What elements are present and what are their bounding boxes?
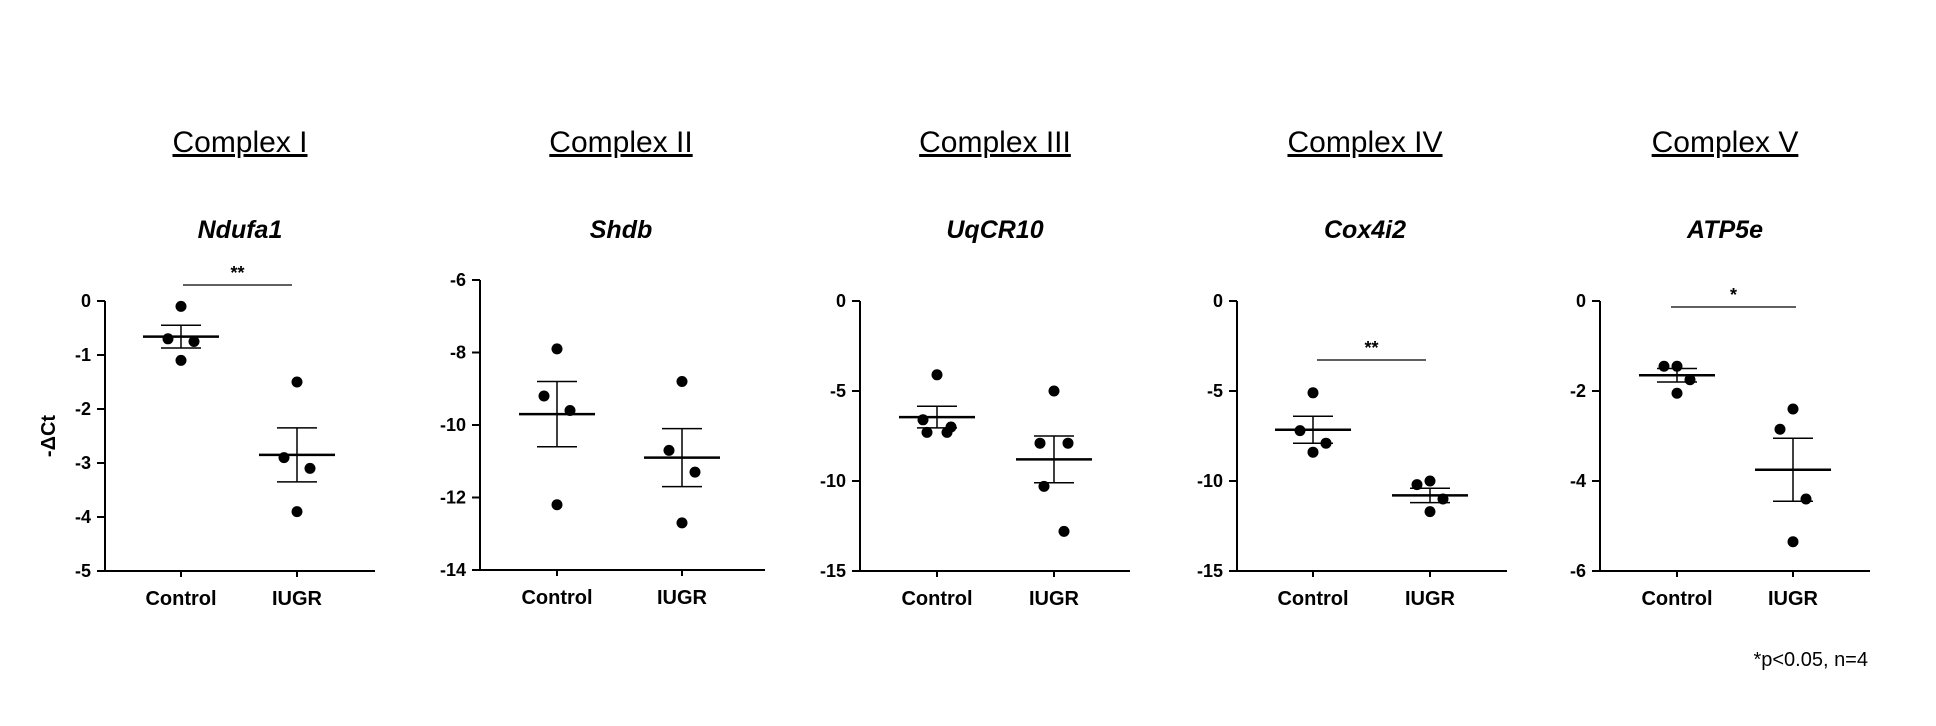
data-point: [1774, 423, 1786, 435]
y-tick-label: -5: [830, 381, 846, 401]
data-point: [941, 426, 953, 438]
y-tick-label: 0: [836, 291, 846, 311]
data-point: [551, 499, 563, 511]
x-tick-label: Control: [1641, 588, 1712, 610]
y-tick-label: -4: [1570, 471, 1586, 491]
data-point: [676, 517, 688, 529]
data-point: [1671, 387, 1683, 399]
data-point: [188, 336, 200, 347]
x-tick-label: Control: [901, 588, 972, 610]
data-point: [1658, 360, 1670, 372]
data-point: [1411, 479, 1423, 491]
y-tick-label: -2: [1570, 381, 1586, 401]
complex-title: Complex IV: [1287, 126, 1442, 159]
data-point: [931, 369, 943, 381]
data-point: [538, 390, 550, 402]
data-point: [1048, 385, 1060, 397]
y-tick-label: -10: [440, 415, 466, 435]
complex-title: Complex I: [172, 126, 307, 159]
data-point: [1307, 387, 1319, 399]
x-tick-label: IUGR: [1405, 588, 1456, 610]
data-point: [175, 300, 187, 312]
y-tick-label: -15: [820, 561, 846, 581]
data-point: [1424, 475, 1436, 487]
data-point: [921, 426, 933, 438]
y-tick-label: -6: [1570, 561, 1586, 581]
y-axis-label: -ΔCt: [38, 415, 60, 457]
y-tick-label: -5: [1207, 381, 1223, 401]
x-tick-label: Control: [1277, 588, 1348, 610]
y-tick-label: -14: [440, 560, 466, 580]
gene-title: Ndufa1: [198, 216, 283, 244]
chart-panel-4: Complex IV Cox4i2 0 -5 -10 -15 Control IUGR **: [1197, 126, 1507, 610]
data-point: [1787, 403, 1799, 415]
y-tick-label: 0: [1213, 291, 1223, 311]
data-point: [162, 333, 174, 345]
data-point: [1038, 480, 1050, 492]
y-tick-label: -3: [75, 453, 91, 473]
data-point: [551, 343, 563, 355]
complex-title: Complex V: [1652, 126, 1799, 159]
y-tick-label: -6: [450, 270, 466, 290]
data-point: [304, 462, 316, 474]
data-point: [1034, 437, 1046, 449]
data-point: [175, 354, 187, 366]
significance-label: **: [1364, 338, 1378, 358]
y-tick-label: 0: [1576, 291, 1586, 311]
x-tick-label: IUGR: [272, 588, 323, 610]
data-point: [1307, 446, 1319, 458]
x-tick-label: IUGR: [657, 587, 708, 609]
complex-title: Complex II: [549, 126, 692, 159]
chart-panel-2: Complex II Shdb -6 -8 -10 -12 -14 Control IUGR: [440, 126, 765, 609]
y-tick-label: -12: [440, 488, 466, 508]
data-point: [1800, 493, 1812, 505]
gene-title: Cox4i2: [1324, 216, 1406, 244]
gene-title: ATP5e: [1686, 216, 1763, 244]
footnote: *p<0.05, n=4: [1753, 649, 1868, 671]
data-point: [1424, 506, 1436, 518]
chart-panel-5: Complex V ATP5e 0 -2 -4 -6 Control IUGR *: [1570, 126, 1870, 610]
y-tick-label: -5: [75, 561, 91, 581]
x-tick-label: IUGR: [1768, 588, 1819, 610]
x-tick-label: Control: [521, 587, 592, 609]
y-tick-label: -10: [820, 471, 846, 491]
significance-label: *: [1730, 285, 1737, 305]
data-point: [1062, 437, 1074, 449]
y-tick-label: 0: [81, 291, 91, 311]
data-point: [663, 444, 675, 456]
data-point: [676, 376, 688, 387]
chart-panel-3: Complex III UqCR10 0 -5 -10 -15 Control IUGR: [820, 126, 1130, 610]
complex-title: Complex III: [919, 126, 1071, 159]
data-point: [291, 506, 303, 518]
x-tick-label: Control: [145, 588, 216, 610]
data-point: [291, 376, 303, 388]
gene-title: UqCR10: [946, 216, 1043, 244]
y-tick-label: -15: [1197, 561, 1223, 581]
y-tick-label: -2: [75, 399, 91, 419]
chart-panel-1: Complex I Ndufa1 0 -1 -2 -3 -4 -5 Control IUGR **: [75, 126, 375, 610]
y-tick-label: -1: [75, 345, 91, 365]
data-point: [1058, 525, 1070, 537]
significance-label: **: [230, 263, 244, 283]
data-point: [1787, 536, 1799, 548]
y-tick-label: -8: [450, 343, 466, 363]
x-tick-label: IUGR: [1029, 588, 1080, 610]
y-tick-label: -4: [75, 507, 91, 527]
data-point: [689, 466, 701, 478]
gene-title: Shdb: [590, 216, 653, 244]
y-tick-label: -10: [1197, 471, 1223, 491]
